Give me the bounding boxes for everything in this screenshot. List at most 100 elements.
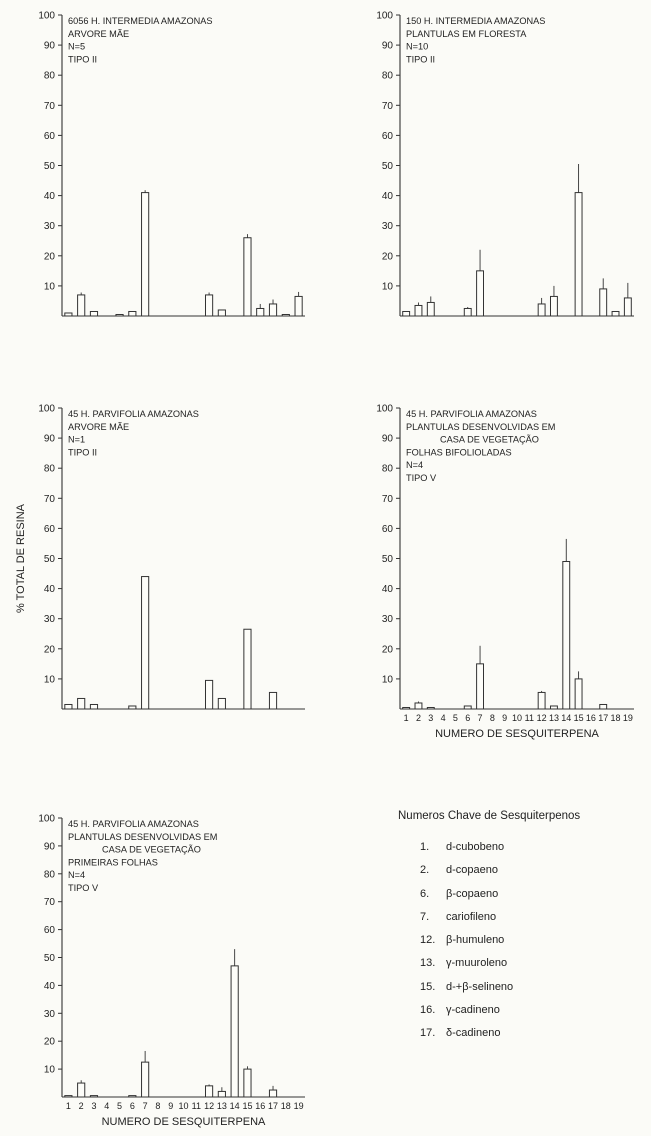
x-tick-label: 15 xyxy=(242,1101,252,1111)
x-tick-label: 5 xyxy=(453,713,458,723)
y-tick-label: 80 xyxy=(44,464,56,475)
legend-key: 12. xyxy=(420,934,436,947)
sesquiterpene-key-legend: Numeros Chave de Sesquiterpenos 1. d-cubo… xyxy=(398,810,638,1046)
legend-compound: β-humuleno xyxy=(446,934,505,947)
x-tick-label: 4 xyxy=(441,713,446,723)
legend-item: 13. γ-muuroleno xyxy=(420,952,638,975)
bar-compound-13 xyxy=(217,697,226,710)
y-tick-label: 50 xyxy=(382,161,394,172)
bar-compound-2 xyxy=(414,702,423,710)
panel-label-line: TIPO II xyxy=(68,447,97,457)
y-tick-label: 90 xyxy=(382,434,394,445)
panel-label-line: 150 H. INTERMEDIA AMAZONAS xyxy=(406,16,545,26)
bar-compound-6 xyxy=(463,307,472,317)
panel-label-line: N=10 xyxy=(406,42,428,52)
legend-item: 6. β-copaeno xyxy=(420,883,638,906)
bar-compound-14 xyxy=(230,965,239,1098)
y-tick-label: 30 xyxy=(44,614,56,625)
legend-key: 13. xyxy=(420,957,436,970)
x-tick-label: 6 xyxy=(465,713,470,723)
bar-compound-3 xyxy=(89,1095,99,1098)
x-tick-label: 11 xyxy=(192,1101,201,1111)
x-tick-label: 14 xyxy=(561,713,571,723)
y-tick-label: 40 xyxy=(44,191,56,202)
panel-label-line: TIPO V xyxy=(68,883,99,893)
x-tick-label: 9 xyxy=(502,713,507,723)
y-tick-label: 60 xyxy=(44,131,56,142)
x-tick-label: 16 xyxy=(586,713,596,723)
x-axis-title: NUMERO DE SESQUITERPENA xyxy=(435,728,599,740)
x-tick-label: 11 xyxy=(525,713,534,723)
x-tick-label: 13 xyxy=(217,1101,227,1111)
x-tick-label: 1 xyxy=(404,713,409,723)
y-tick-label: 70 xyxy=(44,101,56,112)
y-tick-label: 90 xyxy=(44,41,56,52)
legend-compound: d-copaeno xyxy=(446,864,498,877)
panel-label-line: N=5 xyxy=(68,42,85,52)
legend-compound: d-+β-selineno xyxy=(446,980,514,993)
panel-1: 10 20 30 40 50 60 70 80 90 100 6056 H. INTERMEDIA … xyxy=(38,11,305,317)
panel-5: 10 20 30 40 50 60 70 80 90 100 45 H. PARVIFOLIA AM… xyxy=(38,814,305,1128)
bar-compound-2 xyxy=(77,1082,86,1098)
legend-item: 16. γ-cadineno xyxy=(420,999,638,1022)
y-tick-label: 30 xyxy=(382,221,394,232)
legend-key: 2. xyxy=(420,864,430,877)
y-tick-label: 80 xyxy=(44,869,56,880)
bar-compound-13 xyxy=(549,705,558,710)
x-tick-label: 8 xyxy=(155,1101,160,1111)
panel-label-line: 45 H. PARVIFOLIA AMAZONAS xyxy=(68,819,199,829)
x-tick-label: 2 xyxy=(416,713,421,723)
bar-compound-6 xyxy=(128,310,137,317)
legend-list: 1. d-cubobeno 2. d-copaeno 6. β-copaeno 7. c… xyxy=(398,836,638,1046)
bar-compound-17 xyxy=(268,691,278,710)
bar-compound-1 xyxy=(64,312,73,317)
y-tick-label: 20 xyxy=(44,251,56,262)
y-tick-label: 60 xyxy=(44,925,56,936)
bar-compound-18 xyxy=(281,313,290,317)
x-tick-label: 9 xyxy=(168,1101,173,1111)
bar-compound-1 xyxy=(64,703,73,710)
bar-compound-13 xyxy=(549,295,558,317)
panel-4: 10 20 30 40 50 60 70 80 90 100 45 H. PARVIFOLIA AM… xyxy=(376,404,634,740)
x-tick-label: 10 xyxy=(178,1101,188,1111)
panel-label-line: 6056 H. INTERMEDIA AMAZONAS xyxy=(68,16,213,26)
x-tick-label: 6 xyxy=(130,1101,135,1111)
bar-compound-2 xyxy=(77,697,86,710)
x-tick-label: 18 xyxy=(611,713,621,723)
y-tick-label: 20 xyxy=(382,251,394,262)
y-tick-label: 70 xyxy=(382,494,394,505)
y-tick-label: 40 xyxy=(44,584,56,595)
x-tick-label: 19 xyxy=(294,1101,304,1111)
y-tick-label: 70 xyxy=(44,897,56,908)
y-tick-label: 80 xyxy=(382,464,394,475)
bar-compound-19 xyxy=(623,297,632,317)
bar-compound-15 xyxy=(574,678,583,710)
bar-compound-7 xyxy=(476,663,485,710)
x-tick-label: 12 xyxy=(537,713,547,723)
y-tick-label: 50 xyxy=(44,554,56,565)
y-tick-label: 10 xyxy=(44,281,56,292)
legend-item: 2. d-copaeno xyxy=(420,859,638,882)
panel-label-line: TIPO II xyxy=(68,54,97,64)
panel-label-line: PLANTULAS EM FLORESTA xyxy=(406,29,527,39)
y-tick-label: 20 xyxy=(44,644,56,655)
x-tick-label: 10 xyxy=(512,713,522,723)
legend-item: 1. d-cubobeno xyxy=(420,836,638,859)
y-tick-label: 90 xyxy=(382,41,394,52)
y-axis-title: % TOTAL DE RESINA xyxy=(15,503,27,613)
y-tick-label: 90 xyxy=(44,841,56,852)
legend-key: 6. xyxy=(420,887,430,900)
panel-2: 10 20 30 40 50 60 70 80 90 100 150 H. INTERMEDIA A… xyxy=(376,11,634,317)
y-tick-label: 30 xyxy=(44,1009,56,1020)
y-tick-label: 60 xyxy=(382,131,394,142)
bar-compound-17 xyxy=(268,303,278,317)
x-tick-label: 18 xyxy=(281,1101,291,1111)
y-tick-label: 10 xyxy=(44,1065,56,1076)
bar-compound-16 xyxy=(256,307,265,317)
y-tick-label: 100 xyxy=(376,404,393,415)
bar-compound-17 xyxy=(599,288,608,317)
panel-3: 10 20 30 40 50 60 70 80 90 100 45 H. PARVIFOLIA AM… xyxy=(15,404,305,710)
y-tick-label: 50 xyxy=(44,161,56,172)
legend-item: 7. cariofileno xyxy=(420,906,638,929)
